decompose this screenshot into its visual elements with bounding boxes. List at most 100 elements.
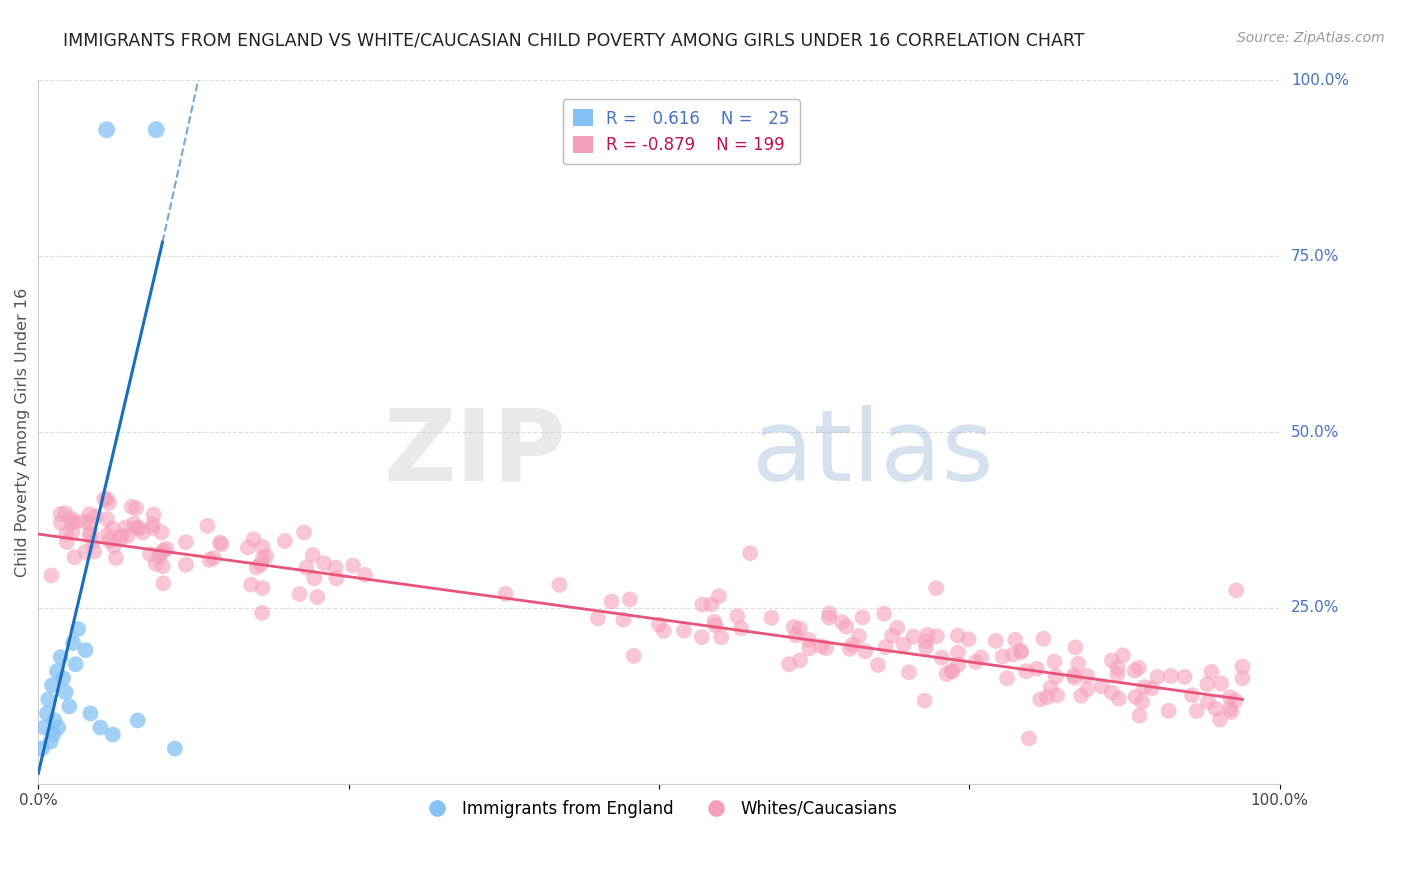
Point bbox=[110, 531, 132, 545]
Point bbox=[586, 611, 609, 625]
Point bbox=[44, 714, 66, 728]
Point bbox=[127, 520, 149, 534]
Point bbox=[725, 609, 748, 624]
Text: 100.0%: 100.0% bbox=[1291, 73, 1348, 88]
Point bbox=[700, 598, 723, 612]
Point bbox=[174, 558, 197, 572]
Point bbox=[995, 671, 1018, 685]
Point bbox=[1107, 667, 1129, 681]
Point bbox=[1146, 670, 1168, 684]
Point bbox=[62, 524, 84, 539]
Point bbox=[948, 657, 970, 672]
Point bbox=[1076, 682, 1098, 697]
Point bbox=[60, 516, 83, 530]
Point bbox=[1220, 705, 1243, 719]
Point bbox=[152, 559, 174, 574]
Point bbox=[1076, 669, 1098, 683]
Point bbox=[58, 699, 80, 714]
Point bbox=[710, 630, 733, 644]
Point bbox=[873, 607, 896, 621]
Point bbox=[65, 515, 87, 529]
Point bbox=[1232, 659, 1254, 673]
Point bbox=[202, 550, 225, 565]
Point bbox=[1140, 681, 1163, 696]
Point bbox=[142, 517, 165, 532]
Point bbox=[101, 521, 124, 535]
Point bbox=[612, 613, 634, 627]
Text: atlas: atlas bbox=[752, 405, 994, 501]
Point bbox=[145, 557, 167, 571]
Point bbox=[37, 692, 59, 706]
Point bbox=[79, 706, 101, 721]
Point bbox=[242, 533, 264, 547]
Point bbox=[648, 617, 671, 632]
Point bbox=[915, 640, 938, 655]
Point bbox=[1219, 701, 1241, 715]
Point bbox=[75, 643, 97, 657]
Point bbox=[101, 727, 124, 741]
Point bbox=[117, 529, 139, 543]
Point bbox=[1157, 704, 1180, 718]
Point bbox=[80, 527, 103, 541]
Point bbox=[59, 511, 82, 525]
Point bbox=[149, 546, 172, 560]
Point bbox=[946, 629, 969, 643]
Point bbox=[882, 629, 904, 643]
Point bbox=[931, 650, 953, 665]
Point bbox=[1039, 681, 1062, 695]
Point bbox=[548, 578, 571, 592]
Point bbox=[250, 606, 273, 620]
Point bbox=[150, 525, 173, 540]
Point bbox=[49, 650, 72, 665]
Point bbox=[325, 560, 347, 574]
Point bbox=[875, 640, 897, 654]
Point bbox=[42, 727, 65, 741]
Point bbox=[301, 548, 323, 562]
Point bbox=[925, 629, 948, 643]
Point bbox=[600, 594, 623, 608]
Point bbox=[79, 527, 101, 541]
Point bbox=[835, 619, 858, 633]
Point bbox=[866, 658, 889, 673]
Text: ZIP: ZIP bbox=[382, 405, 567, 501]
Point bbox=[55, 527, 77, 541]
Point bbox=[1108, 691, 1130, 706]
Point bbox=[1160, 669, 1182, 683]
Point bbox=[145, 122, 167, 136]
Point bbox=[797, 633, 820, 648]
Point bbox=[935, 667, 957, 681]
Point bbox=[1029, 692, 1052, 706]
Point bbox=[246, 560, 269, 574]
Point bbox=[41, 678, 63, 692]
Point bbox=[1043, 655, 1066, 669]
Point bbox=[1101, 653, 1123, 667]
Point bbox=[139, 547, 162, 561]
Point bbox=[1205, 701, 1227, 715]
Point bbox=[52, 671, 75, 685]
Point bbox=[853, 644, 876, 658]
Point bbox=[55, 685, 77, 699]
Point bbox=[1018, 731, 1040, 746]
Y-axis label: Child Poverty Among Girls Under 16: Child Poverty Among Girls Under 16 bbox=[15, 287, 30, 577]
Point bbox=[125, 501, 148, 516]
Point bbox=[104, 551, 127, 566]
Point bbox=[55, 535, 77, 549]
Point bbox=[62, 636, 84, 650]
Point bbox=[898, 665, 921, 680]
Point bbox=[1025, 662, 1047, 676]
Point bbox=[1045, 670, 1067, 684]
Point bbox=[893, 638, 915, 652]
Point bbox=[274, 533, 297, 548]
Point bbox=[97, 496, 120, 510]
Point bbox=[984, 634, 1007, 648]
Point bbox=[1063, 671, 1085, 685]
Point bbox=[1046, 689, 1069, 703]
Point bbox=[325, 572, 347, 586]
Point bbox=[1010, 644, 1032, 658]
Point bbox=[197, 519, 219, 533]
Point bbox=[198, 553, 221, 567]
Point bbox=[941, 665, 963, 679]
Text: IMMIGRANTS FROM ENGLAND VS WHITE/CAUCASIAN CHILD POVERTY AMONG GIRLS UNDER 16 CO: IMMIGRANTS FROM ENGLAND VS WHITE/CAUCASI… bbox=[63, 31, 1085, 49]
Point bbox=[1225, 693, 1247, 707]
Point bbox=[35, 706, 58, 721]
